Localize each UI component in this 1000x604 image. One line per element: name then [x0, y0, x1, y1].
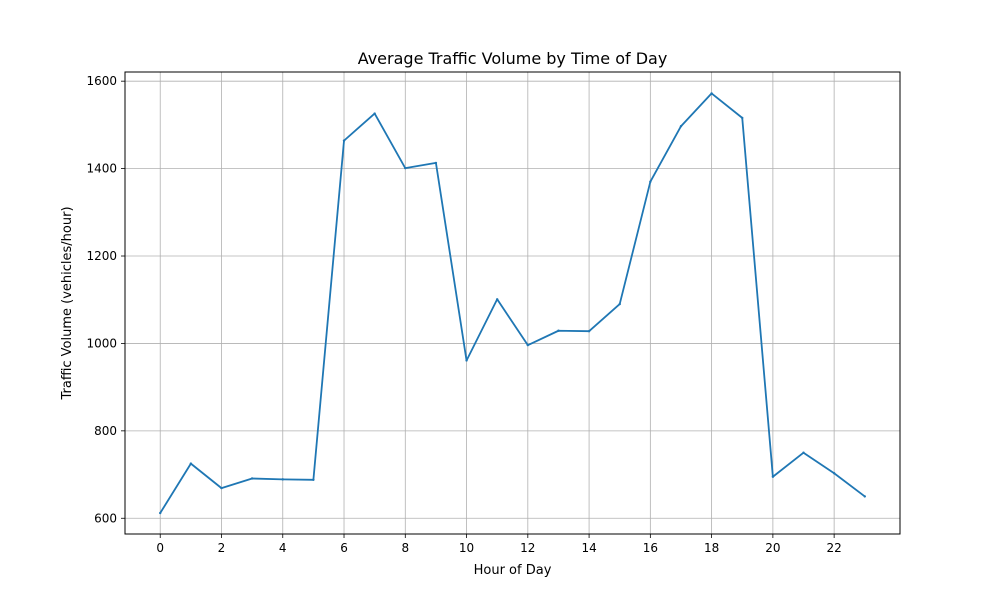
data-point: [802, 451, 805, 454]
x-tick-label: 14: [581, 541, 596, 555]
data-point: [434, 161, 438, 165]
x-tick-label: 20: [765, 541, 780, 555]
x-tick-label: 2: [218, 541, 226, 555]
y-tick-label: 1000: [86, 336, 117, 350]
data-point: [250, 477, 254, 480]
data-point: [159, 511, 162, 515]
x-tick-label: 16: [643, 541, 658, 555]
chart-title: Average Traffic Volume by Time of Day: [358, 49, 668, 68]
x-tick-label: 4: [279, 541, 287, 555]
x-tick-label: 0: [156, 541, 164, 555]
data-point: [312, 478, 315, 482]
data-point: [342, 139, 346, 142]
x-tick-label: 12: [520, 541, 535, 555]
data-point: [649, 180, 652, 183]
data-point: [771, 475, 775, 478]
data-point: [526, 343, 530, 347]
axis-ticks: 0 2 4 6 8 10 12 14 16 18 20 22 600 800 1000 1200 1400 160…: [86, 74, 841, 555]
data-point: [679, 124, 683, 128]
y-tick-label: 1400: [86, 162, 117, 176]
y-tick-label: 1200: [86, 249, 117, 263]
x-tick-label: 18: [704, 541, 719, 555]
data-point: [281, 478, 284, 481]
data-point: [832, 472, 836, 475]
x-tick-label: 22: [826, 541, 841, 555]
data-point: [618, 302, 621, 306]
y-axis-label: Traffic Volume (vehicles/hour): [60, 206, 75, 400]
data-point: [465, 359, 468, 362]
data-point: [373, 112, 376, 115]
x-axis-label: Hour of Day: [474, 563, 552, 578]
y-tick-label: 600: [94, 511, 117, 525]
data-point: [741, 116, 744, 120]
data-point: [404, 166, 407, 170]
data-point: [220, 486, 223, 490]
data-point: [557, 329, 560, 332]
data-point: [495, 298, 499, 301]
x-tick-label: 8: [401, 541, 409, 555]
y-tick-label: 800: [94, 424, 117, 438]
series-line: [158, 92, 867, 515]
data-point: [587, 329, 591, 333]
data-point: [710, 92, 713, 95]
data-point: [863, 495, 866, 498]
data-point: [189, 462, 193, 465]
x-tick-label: 10: [459, 541, 474, 555]
x-tick-label: 6: [340, 541, 348, 555]
series-layer: [158, 92, 867, 515]
plot-area-frame: [124, 71, 901, 535]
y-tick-label: 1600: [86, 74, 117, 88]
grid-lines: [125, 72, 900, 534]
